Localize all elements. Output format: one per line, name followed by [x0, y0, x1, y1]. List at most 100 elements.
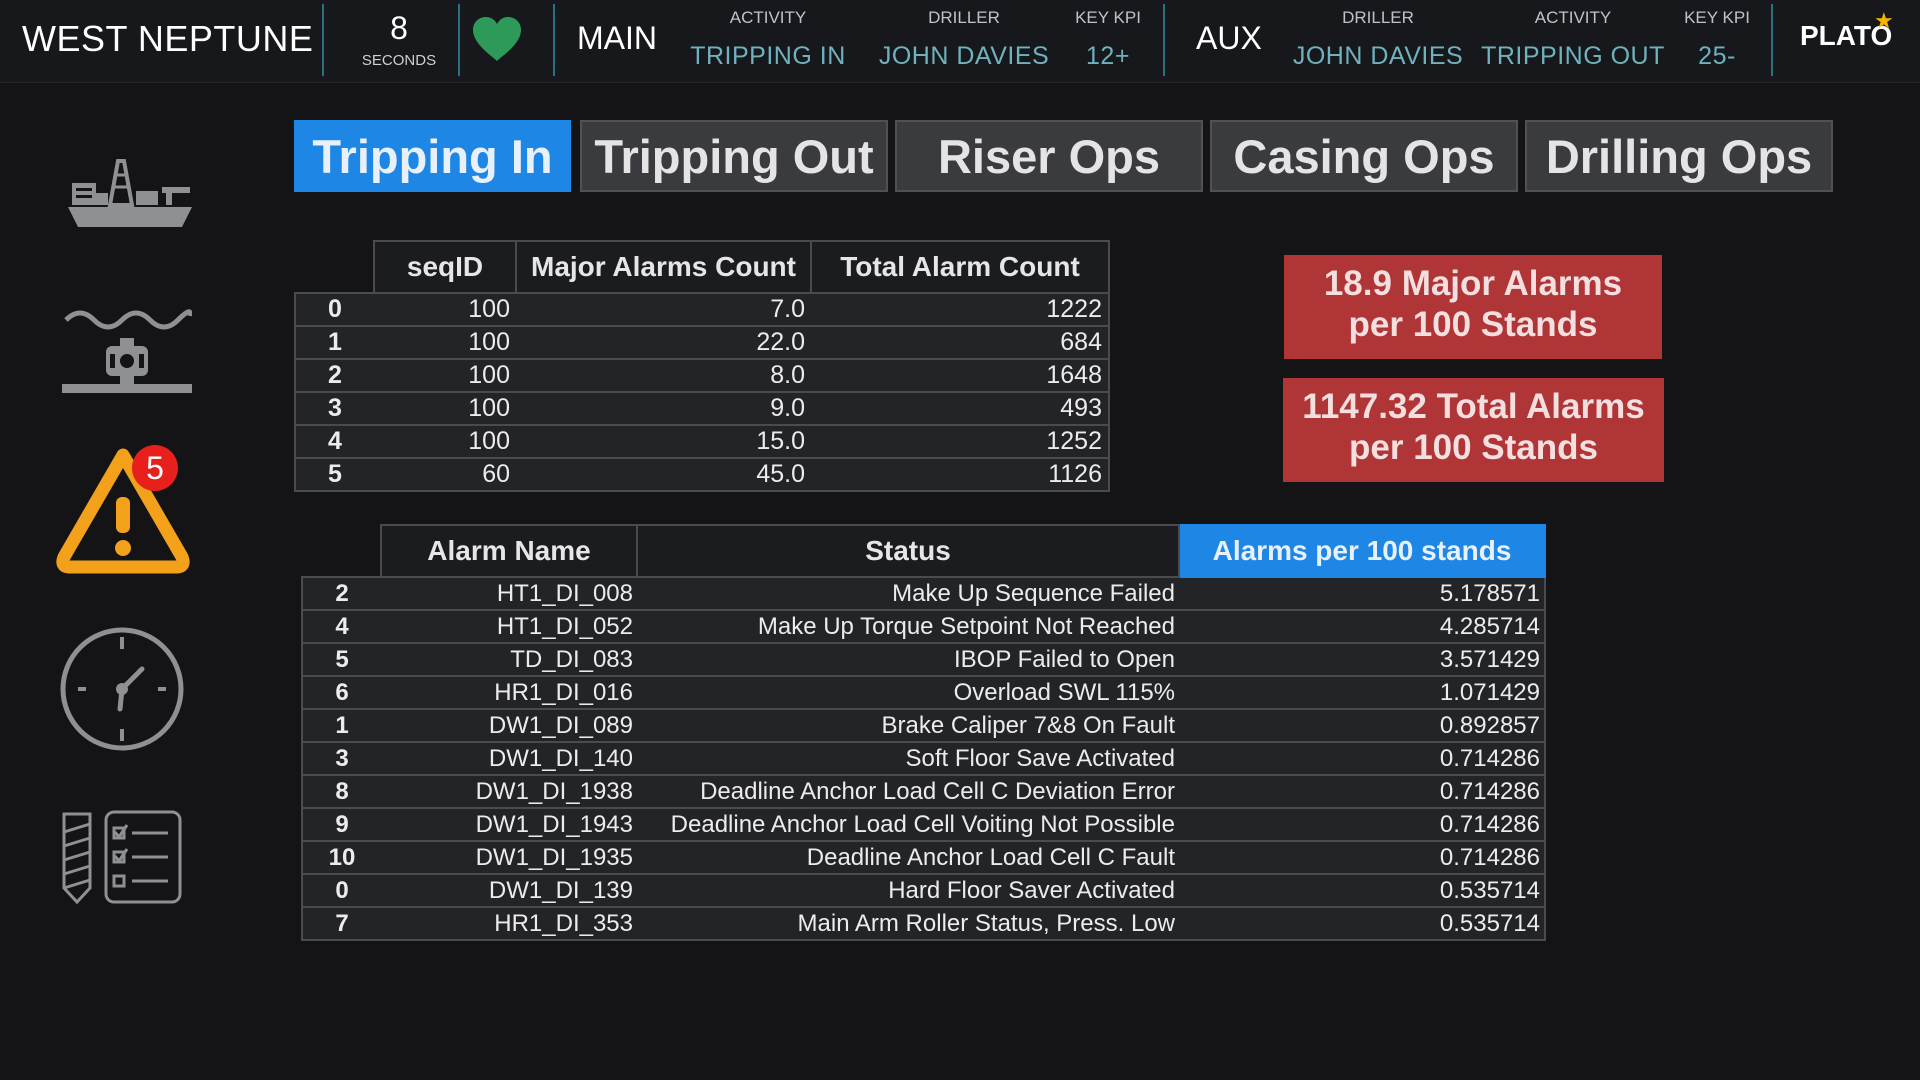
- row-index: 7: [301, 906, 381, 941]
- alarm-rate-cell: 1.071429: [1179, 675, 1546, 710]
- tab-casing-ops[interactable]: Casing Ops: [1210, 120, 1518, 192]
- tab-tripping-in[interactable]: Tripping In: [294, 120, 571, 192]
- plato-logo: PLATO: [1800, 20, 1893, 51]
- table-row: 0 DW1_DI_139 Hard Floor Saver Activated 0.5…: [301, 873, 1546, 908]
- alarm-rate-cell: 0.535714: [1179, 873, 1546, 908]
- tab-tripping-out[interactable]: Tripping Out: [580, 120, 888, 192]
- alarm-name-cell: DW1_DI_139: [381, 873, 637, 908]
- alarm-name-cell: HR1_DI_016: [381, 675, 637, 710]
- alarm-status-cell: Deadline Anchor Load Cell C Fault: [637, 840, 1179, 875]
- row-index: 0: [294, 292, 374, 327]
- main-activity-value: TRIPPING IN: [690, 42, 846, 70]
- table-row: 4 100 15.0 1252: [294, 424, 1110, 459]
- table-row: 7 HR1_DI_353 Main Arm Roller Status, Press…: [301, 906, 1546, 941]
- header-divider: [1163, 4, 1165, 76]
- row-index: 9: [301, 807, 381, 842]
- table-row: 9 DW1_DI_1943 Deadline Anchor Load Cell Vo…: [301, 807, 1546, 842]
- seqid-cell: 60: [374, 457, 516, 492]
- header-divider: [1771, 4, 1773, 76]
- alarm-name-cell: DW1_DI_1943: [381, 807, 637, 842]
- alarm-status-cell: Brake Caliper 7&8 On Fault: [637, 708, 1179, 743]
- major-alarms-cell: 7.0: [516, 292, 811, 327]
- row-index: 1: [301, 708, 381, 743]
- column-header-alarm-name: Alarm Name: [380, 524, 638, 578]
- table-row: 6 HR1_DI_016 Overload SWL 115% 1.071429: [301, 675, 1546, 710]
- main-mode-label: MAIN: [577, 20, 657, 56]
- column-header-alarms-per-100-stands[interactable]: Alarms per 100 stands: [1178, 524, 1546, 578]
- total-alarms-cell: 1126: [811, 457, 1110, 492]
- major-alarms-cell: 22.0: [516, 325, 811, 360]
- header-divider: [458, 4, 460, 76]
- table-row: 0 100 7.0 1222: [294, 292, 1110, 327]
- main-driller-value: JOHN DAVIES: [878, 42, 1050, 70]
- seqid-cell: 100: [374, 358, 516, 393]
- row-index: 2: [301, 576, 381, 611]
- alarm-name-cell: DW1_DI_140: [381, 741, 637, 776]
- major-alarms-kpi-line2: per 100 Stands: [1348, 305, 1598, 344]
- alarm-name-cell: TD_DI_083: [381, 642, 637, 677]
- update-timer-value: 8: [390, 10, 408, 46]
- seqid-cell: 100: [374, 424, 516, 459]
- column-header-seqid: seqID: [373, 240, 517, 294]
- update-timer-unit: SECONDS: [361, 52, 437, 69]
- table-row: 1 DW1_DI_089 Brake Caliper 7&8 On Fault 0.8…: [301, 708, 1546, 743]
- major-alarms-cell: 9.0: [516, 391, 811, 426]
- star-icon: ★: [1874, 8, 1894, 33]
- total-alarms-cell: 684: [811, 325, 1110, 360]
- major-alarms-cell: 45.0: [516, 457, 811, 492]
- major-alarms-kpi: 18.9 Major Alarms per 100 Stands: [1284, 255, 1662, 359]
- row-index: 4: [301, 609, 381, 644]
- alarm-name-cell: HT1_DI_052: [381, 609, 637, 644]
- row-index: 1: [294, 325, 374, 360]
- table-header-row: Alarm Name Status Alarms per 100 stands: [302, 524, 1546, 578]
- aux-activity-label: ACTIVITY: [1534, 8, 1612, 27]
- drillship-icon[interactable]: [66, 155, 196, 230]
- index-header: [302, 525, 382, 578]
- row-index: 10: [301, 840, 381, 875]
- alarm-status-cell: Make Up Sequence Failed: [637, 576, 1179, 611]
- alarm-status-cell: IBOP Failed to Open: [637, 642, 1179, 677]
- header-divider: [553, 4, 555, 76]
- alarm-status-cell: Overload SWL 115%: [637, 675, 1179, 710]
- alarm-name-cell: HT1_DI_008: [381, 576, 637, 611]
- alarm-name-cell: HR1_DI_353: [381, 906, 637, 941]
- sequence-alarm-table: seqID Major Alarms Count Total Alarm Cou…: [294, 240, 1110, 492]
- table-row: 5 60 45.0 1126: [294, 457, 1110, 492]
- tab-riser-ops[interactable]: Riser Ops: [895, 120, 1203, 192]
- alarm-name-cell: DW1_DI_089: [381, 708, 637, 743]
- alarm-status-cell: Hard Floor Saver Activated: [637, 873, 1179, 908]
- seqid-cell: 100: [374, 292, 516, 327]
- row-index: 8: [301, 774, 381, 809]
- total-alarms-cell: 493: [811, 391, 1110, 426]
- header-divider: [322, 4, 324, 76]
- clock-icon[interactable]: [58, 625, 186, 753]
- main-activity-label: ACTIVITY: [729, 8, 807, 27]
- major-alarms-cell: 8.0: [516, 358, 811, 393]
- alarm-count-badge: 5: [132, 445, 178, 491]
- row-index: 2: [294, 358, 374, 393]
- table-row: 10 DW1_DI_1935 Deadline Anchor Load Cell C…: [301, 840, 1546, 875]
- total-alarms-kpi: 1147.32 Total Alarms per 100 Stands: [1283, 378, 1664, 482]
- row-index: 5: [294, 457, 374, 492]
- tab-drilling-ops[interactable]: Drilling Ops: [1525, 120, 1833, 192]
- subsea-bop-icon[interactable]: [62, 300, 192, 395]
- row-index: 3: [301, 741, 381, 776]
- column-header-status: Status: [636, 524, 1180, 578]
- table-row: 5 TD_DI_083 IBOP Failed to Open 3.571429: [301, 642, 1546, 677]
- rig-name: WEST NEPTUNE: [22, 18, 314, 59]
- top-status-bar: WEST NEPTUNE 8 SECONDS MAIN ACTIVITY TRI…: [0, 0, 1920, 83]
- total-alarms-cell: 1222: [811, 292, 1110, 327]
- column-header-major-alarms: Major Alarms Count: [515, 240, 812, 294]
- warning-icon[interactable]: [56, 445, 190, 575]
- alarm-name-cell: DW1_DI_1935: [381, 840, 637, 875]
- total-alarms-cell: 1252: [811, 424, 1110, 459]
- table-row: 3 100 9.0 493: [294, 391, 1110, 426]
- aux-driller-label: DRILLER: [1342, 8, 1414, 27]
- major-alarms-cell: 15.0: [516, 424, 811, 459]
- table-row: 8 DW1_DI_1938 Deadline Anchor Load Cell C …: [301, 774, 1546, 809]
- checklist-icon[interactable]: [60, 810, 184, 906]
- seqid-cell: 100: [374, 325, 516, 360]
- alarm-rate-cell: 4.285714: [1179, 609, 1546, 644]
- table-header-row: seqID Major Alarms Count Total Alarm Cou…: [295, 240, 1110, 294]
- alarm-rate-cell: 0.714286: [1179, 774, 1546, 809]
